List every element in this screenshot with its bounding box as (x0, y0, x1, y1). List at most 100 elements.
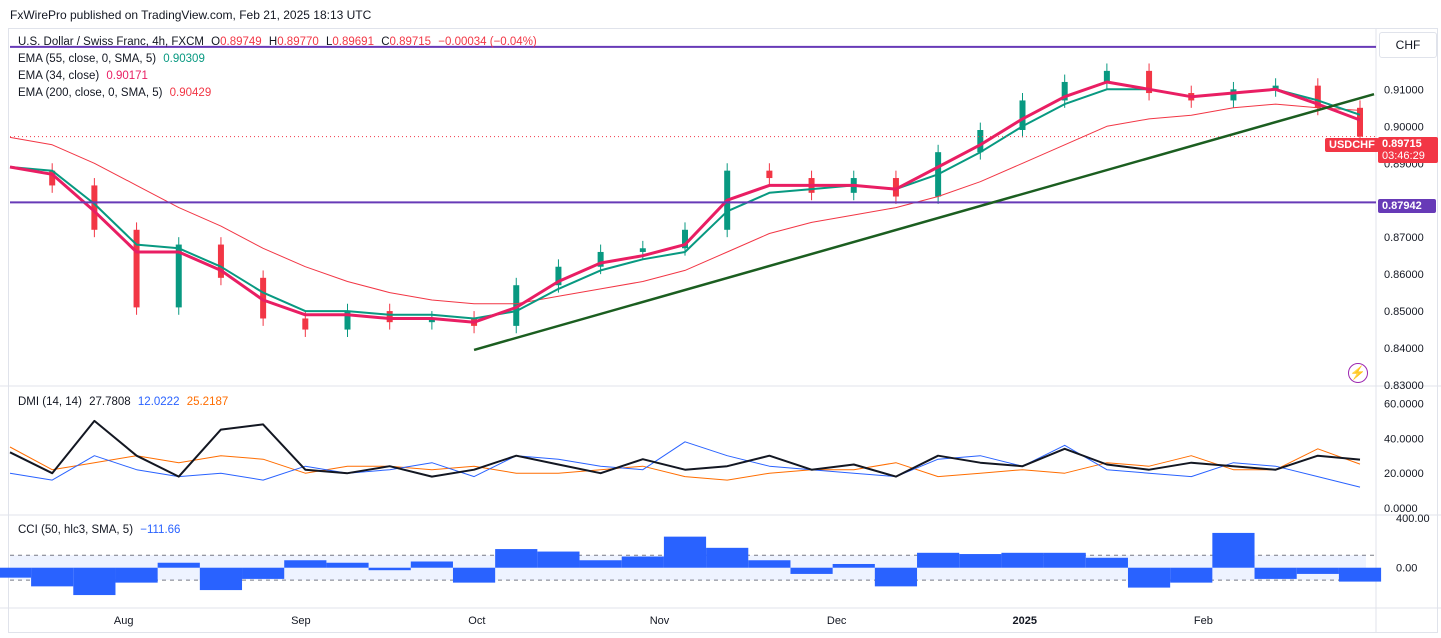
candle (597, 251, 604, 267)
cci-bar (452, 567, 496, 583)
cci-axis-tick: 0.00 (1396, 563, 1417, 575)
cci-bar (1001, 552, 1044, 568)
ema34-label: EMA (34, close) (18, 70, 100, 82)
candle (386, 311, 393, 323)
cci-bar (832, 563, 875, 568)
time-axis-tick: Dec (827, 615, 847, 627)
cci-bar (284, 560, 327, 568)
cci-bar (959, 554, 1002, 568)
open-label: O (211, 36, 221, 48)
cci-bar (1296, 567, 1339, 574)
ema200-legend: EMA (200, close, 0, SMA, 5) 0.90429 (18, 87, 215, 99)
dmi-axis-tick: 0.0000 (1384, 503, 1418, 515)
cci-bar (199, 567, 243, 591)
low-value: 0.89691 (332, 36, 374, 48)
cci-bar (1043, 552, 1086, 568)
time-axis-tick: Sep (291, 615, 311, 627)
ema200-label: EMA (200, close, 0, SMA, 5) (18, 87, 163, 99)
candle (1357, 107, 1363, 137)
cci-bar (706, 547, 749, 568)
dmi-adx-line (9, 419, 1361, 478)
candle (977, 130, 984, 153)
candle (892, 178, 899, 197)
ema34-value: 0.90171 (106, 70, 148, 82)
cci-axis-tick: 400.00 (1396, 513, 1430, 525)
candle (260, 277, 267, 319)
dmi-minus-value: 25.2187 (186, 396, 229, 408)
candle (1019, 100, 1026, 130)
cci-bar (1212, 532, 1255, 568)
ema200-value: 0.90429 (169, 87, 212, 99)
candle (344, 311, 351, 330)
candle (513, 285, 520, 326)
price-axis-tick: 0.90000 (1384, 121, 1424, 133)
cci-bar (1254, 567, 1297, 579)
trendline (473, 92, 1375, 352)
candle (1061, 81, 1068, 101)
candle (175, 244, 182, 308)
dmi-legend: DMI (14, 14) 27.7808 12.0222 25.2187 (18, 396, 232, 408)
cci-bar (157, 562, 200, 568)
cci-bar (874, 567, 918, 587)
cci-bar (579, 560, 622, 568)
candle (302, 318, 309, 330)
cci-bar (0, 567, 32, 578)
last-price-value: 0.89715 (1382, 138, 1422, 150)
close-value: 0.89715 (389, 36, 432, 48)
dmi-minus-line (9, 446, 1361, 481)
ema34-legend: EMA (34, close) 0.90171 (18, 70, 152, 82)
cci-bar (621, 556, 664, 568)
cci-bar (663, 536, 707, 568)
publisher-line: FxWirePro published on TradingView.com, … (10, 8, 372, 22)
price-axis-tick: 0.91000 (1384, 84, 1424, 96)
cci-bar (1085, 557, 1128, 568)
high-value: 0.89770 (277, 36, 319, 48)
price-axis-tick: 0.84000 (1384, 343, 1424, 355)
cci-bar (368, 567, 411, 571)
chart-frame (8, 28, 1438, 633)
countdown-value: 03:46:29 (1382, 150, 1425, 162)
time-axis-tick: Aug (114, 615, 134, 627)
dmi-axis-tick: 40.0000 (1384, 433, 1424, 445)
symbol-legend: U.S. Dollar / Swiss Franc, 4h, FXCM O 0.8… (18, 36, 541, 48)
ema55-value: 0.90309 (163, 53, 205, 65)
candle (1314, 85, 1321, 108)
dmi-plus-value: 12.0222 (137, 396, 180, 408)
cci-value: −111.66 (140, 524, 181, 536)
candle (428, 318, 435, 323)
cci-label: CCI (50, hlc3, SMA, 5) (18, 524, 134, 536)
cci-bar (1338, 567, 1382, 582)
symbol-name: U.S. Dollar / Swiss Franc, 4h, FXCM (18, 36, 204, 48)
ema55-line (9, 88, 1361, 320)
cci-bar (1127, 567, 1171, 588)
cci-bar (790, 567, 833, 574)
last-price-tag: 0.89715 03:46:29 (1378, 137, 1438, 163)
dmi-axis-tick: 20.0000 (1384, 468, 1424, 480)
ema34-line (9, 80, 1361, 324)
candle (682, 229, 688, 249)
cci-bar (1170, 567, 1213, 583)
cci-bar (115, 567, 158, 583)
time-axis-tick: Nov (650, 615, 670, 627)
price-axis-tick: 0.85000 (1384, 306, 1424, 318)
candle (1103, 70, 1110, 82)
dmi-label: DMI (14, 14) (18, 396, 82, 408)
candle (766, 170, 773, 179)
candle (217, 244, 224, 278)
currency-button[interactable]: CHF (1379, 32, 1437, 58)
symbol-tag: USDCHF (1325, 138, 1379, 152)
candle (91, 185, 98, 230)
price-axis-tick: 0.86000 (1384, 269, 1424, 281)
candle (555, 266, 562, 286)
ema55-legend: EMA (55, close, 0, SMA, 5) 0.90309 (18, 53, 209, 65)
lightning-icon[interactable]: ⚡ (1348, 363, 1368, 383)
price-axis-tick: 0.87000 (1384, 232, 1424, 244)
time-axis-tick: Oct (468, 615, 485, 627)
cci-bar (495, 549, 538, 568)
cci-bar (748, 560, 791, 568)
cci-bar (242, 567, 285, 579)
cci-bar (326, 562, 369, 568)
change-value: −0.00034 (−0.04%) (438, 36, 537, 48)
dmi-plus-line (9, 441, 1361, 488)
